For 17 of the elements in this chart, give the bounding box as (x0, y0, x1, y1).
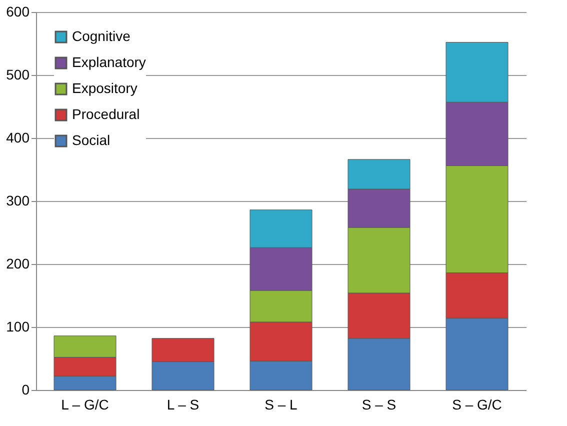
legend-label: Procedural (72, 106, 140, 122)
y-tick-label: 600 (6, 4, 30, 20)
y-tick-label: 500 (6, 66, 30, 82)
legend-label: Expository (72, 80, 138, 96)
x-tick-label: S – L (264, 396, 298, 412)
y-tick-label: 200 (6, 256, 30, 272)
legend-label: Explanatory (72, 54, 146, 70)
y-tick-label: 400 (6, 130, 30, 146)
x-tick-label: L – S (166, 396, 200, 412)
y-tick-label: 0 (22, 382, 30, 398)
x-tick-label: L – G/C (61, 396, 109, 412)
legend-label: Social (72, 132, 110, 148)
y-tick-label: 100 (6, 318, 30, 334)
x-tick-label: S – S (362, 396, 396, 412)
x-tick-label: S – G/C (452, 396, 502, 412)
y-tick-label: 300 (6, 192, 30, 208)
legend-label: Cognitive (72, 28, 131, 44)
